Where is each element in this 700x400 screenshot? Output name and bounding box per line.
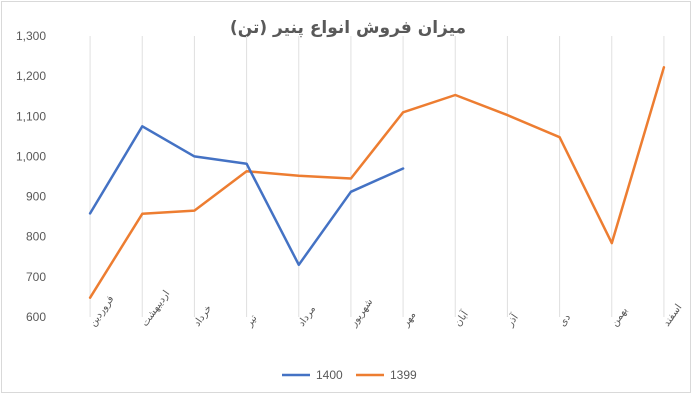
x-tick-label: شهریور — [348, 297, 376, 330]
legend-label-1399: 1399 — [390, 368, 417, 382]
series-line-1399 — [88, 66, 666, 299]
x-tick-label: فروردین — [88, 294, 117, 329]
x-tick-label: مرداد — [296, 304, 318, 329]
gridlines — [89, 36, 665, 317]
series-line-1400 — [88, 125, 405, 267]
x-tick-label: بهمن — [609, 305, 630, 328]
legend-label-1400: 1400 — [316, 368, 343, 382]
y-tick-label: 1,000 — [16, 149, 46, 163]
x-tick-label: آبان — [451, 307, 471, 329]
y-tick-label: 900 — [26, 190, 46, 204]
y-tick-label: 1,100 — [16, 109, 46, 123]
x-tick-label: اسفند — [661, 302, 684, 328]
x-tick-label: تیر — [243, 313, 259, 330]
y-tick-label: 600 — [26, 310, 46, 324]
x-tick-label: خرداد — [192, 303, 214, 328]
legend: 1400 1399 — [282, 368, 417, 382]
y-tick-label: 1,300 — [16, 29, 46, 43]
chart-title: میزان فروش انواع پنیر (تن) — [230, 18, 466, 38]
y-tick-label: 800 — [26, 230, 46, 244]
y-tick-label: 700 — [26, 270, 46, 284]
x-tick-label: آذر — [503, 310, 522, 329]
y-axis-ticks: 600 700 800 900 1,000 1,100 1,200 1,300 — [16, 29, 46, 324]
x-tick-label: اردیبهشت — [140, 289, 173, 329]
series-lines — [88, 66, 666, 299]
y-tick-label: 1,200 — [16, 69, 46, 83]
x-axis-ticks: فروردین اردیبهشت خرداد تیر مرداد شهریور مهر آبا… — [88, 289, 685, 330]
